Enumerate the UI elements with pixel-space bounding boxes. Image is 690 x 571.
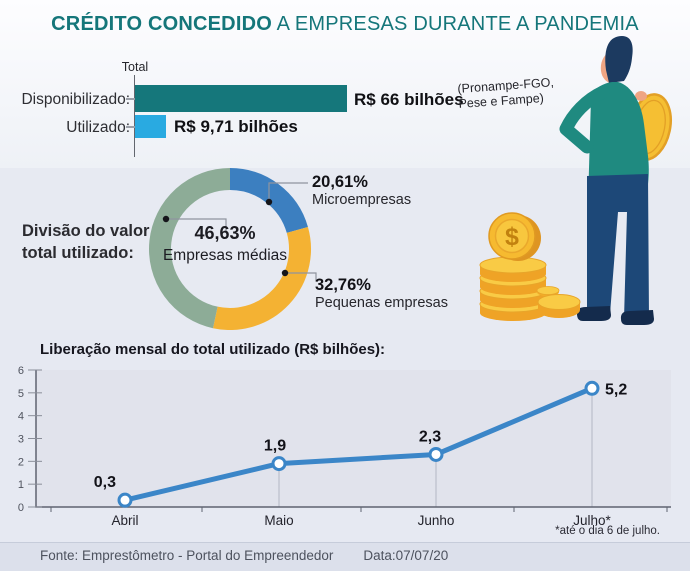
jacket (588, 82, 649, 204)
page-title-bold: CRÉDITO CONCEDIDO (51, 13, 272, 35)
pequenas-label: Pequenas empresas (315, 295, 448, 311)
arm (559, 85, 610, 154)
svg-text:Abril: Abril (111, 513, 138, 528)
footer-source: Fonte: Emprestômetro - Portal do Empreen… (40, 548, 334, 563)
page-title: CRÉDITO CONCEDIDO A EMPRESAS DURANTE A P… (0, 13, 690, 36)
donut-caption-line1: Divisão do valor (22, 222, 150, 240)
hand (635, 91, 647, 101)
svg-text:4: 4 (18, 411, 24, 423)
donut-center-pct: 46,63% (194, 223, 256, 243)
donut-caption: Divisão do valor total utilizado: (22, 220, 222, 264)
donut-center-name: Empresas médias (162, 247, 288, 264)
coins-illustration: $ (479, 212, 581, 321)
svg-text:2,3: 2,3 (419, 428, 441, 445)
footer (0, 542, 690, 571)
pants (587, 174, 649, 319)
line-chart: 0 1 2 3 4 5 6 0,3 1,9 2,3 5,2 Abril Maio Junho Julho* (18, 365, 671, 528)
bar-axis-title: Total (121, 60, 149, 74)
svg-text:6: 6 (18, 365, 24, 377)
dollar-coin: $ (488, 212, 541, 261)
svg-text:Julho*: Julho* (573, 513, 611, 528)
bar-utilizado (135, 115, 166, 138)
micro-pct: 20,61% (312, 173, 368, 191)
shoe-right (620, 310, 654, 325)
donut-arcs (149, 168, 311, 330)
shoe-left (576, 306, 611, 321)
svg-text:5: 5 (18, 388, 24, 400)
donut-chart (149, 168, 317, 330)
man-illustration (559, 36, 672, 325)
bar-tick (126, 98, 135, 100)
svg-text:5,2: 5,2 (605, 381, 627, 398)
donut-caption-line2: total utilizado: (22, 244, 134, 262)
bar-value-disponibilizado: R$ 66 bilhões (354, 90, 464, 109)
donut-callout-lines (166, 182, 317, 281)
svg-text:1,9: 1,9 (264, 438, 286, 455)
page-title-rest: A EMPRESAS DURANTE A PANDEMIA (271, 13, 639, 35)
svg-text:0,3: 0,3 (94, 474, 116, 491)
flat-coin-large (537, 294, 581, 318)
bar-disponibilizado (135, 85, 347, 112)
svg-text:Maio: Maio (264, 513, 293, 528)
bar-tick (126, 126, 135, 128)
bar-label-utilizado: Utilizado: (66, 119, 130, 136)
footer-text: Fonte: Emprestômetro - Portal do Empreen… (40, 542, 448, 571)
micro-label: Microempresas (312, 192, 412, 208)
coin-stack (479, 256, 547, 321)
dollar-sign: $ (505, 223, 519, 251)
bar-value-utilizado: R$ 9,71 bilhões (174, 117, 298, 136)
svg-text:2: 2 (18, 456, 24, 468)
line-chart-footnote: *até o dia 6 de julho. (555, 525, 660, 537)
illustration: $ (479, 36, 672, 325)
svg-text:0: 0 (18, 502, 24, 514)
bar-label-disponibilizado: Disponibilizado: (21, 91, 130, 108)
line-chart-title: Liberação mensal do total utilizado (R$ … (40, 341, 386, 358)
footer-date: Data:07/07/20 (363, 548, 449, 563)
donut-center-label: 46,63% Empresas médias (150, 223, 300, 265)
hair (605, 36, 633, 83)
bar-axis-line (134, 75, 135, 157)
pequenas-pct: 32,76% (315, 276, 371, 294)
svg-text:Junho: Junho (418, 513, 455, 528)
svg-text:1: 1 (18, 479, 24, 491)
donut-callout-dots (162, 198, 289, 277)
svg-text:3: 3 (18, 434, 24, 446)
